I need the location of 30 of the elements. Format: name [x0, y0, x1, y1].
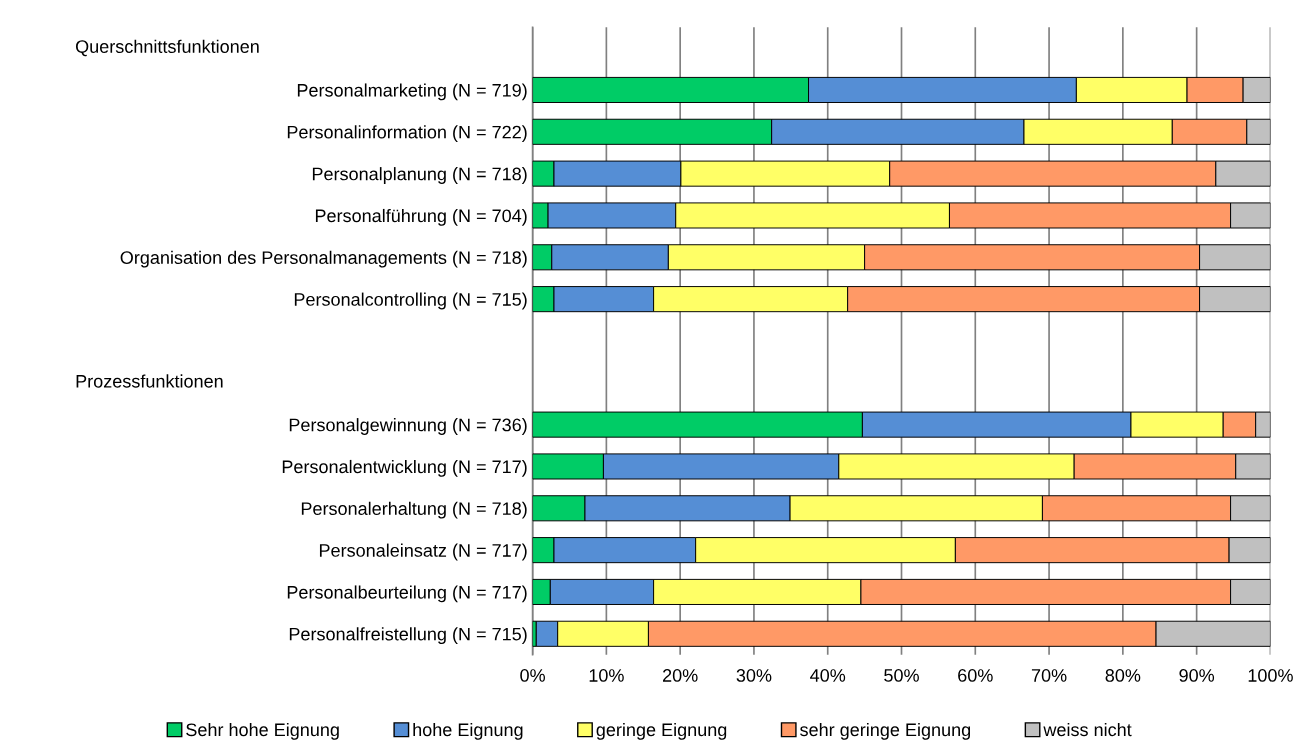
y-tick-label: Personalgewinnung (N = 736) — [289, 418, 527, 435]
y-tick-label: Personalmarketing (N = 719) — [297, 83, 527, 101]
x-tick-label: 80% — [1105, 669, 1141, 682]
x-tick-label: 20% — [663, 669, 698, 682]
y-tick-label: Personalbeurteilung (N = 717) — [287, 585, 527, 603]
y-tick-label: Personalfreistellung (N = 715) — [289, 627, 527, 645]
text: Prozessfunktionen — [76, 374, 223, 388]
legend-label: sehr geringe Eignung — [800, 722, 971, 740]
x-tick-label: 0% — [520, 669, 545, 682]
y-tick-label: Personalplanung (N = 718) — [312, 167, 527, 184]
y-tick-label: Personaleinsatz (N = 717) — [319, 543, 527, 561]
y-tick-label: Personalentwicklung (N = 717) — [282, 459, 527, 477]
y-tick-label: Personalerhaltung (N = 718) — [301, 501, 527, 519]
y-tick-label: Personalinformation (N = 722) — [287, 125, 527, 143]
text: Querschnittsfunktionen — [75, 39, 259, 57]
x-tick-label: 100% — [1248, 669, 1293, 682]
x-tick-label: 90% — [1179, 669, 1215, 682]
x-tick-label: 70% — [1031, 669, 1067, 682]
x-tick-label: 50% — [884, 669, 919, 682]
x-tick-label: 60% — [958, 669, 993, 682]
x-tick-label: 10% — [589, 669, 624, 682]
y-tick-label: Personalführung (N = 704) — [315, 208, 527, 226]
x-tick-label: 40% — [810, 669, 846, 682]
legend-label: geringe Eignung — [596, 722, 727, 740]
y-tick-label: Personalcontrolling (N = 715) — [294, 292, 527, 310]
legend-label: hohe Eignung — [413, 722, 523, 740]
legend-label: weiss nicht — [1043, 722, 1132, 737]
y-tick-label: Organisation des Personalmanagements (N = 718) — [120, 250, 527, 268]
legend-label: Sehr hohe Eignung — [186, 722, 339, 740]
x-tick-label: 30% — [736, 669, 772, 682]
